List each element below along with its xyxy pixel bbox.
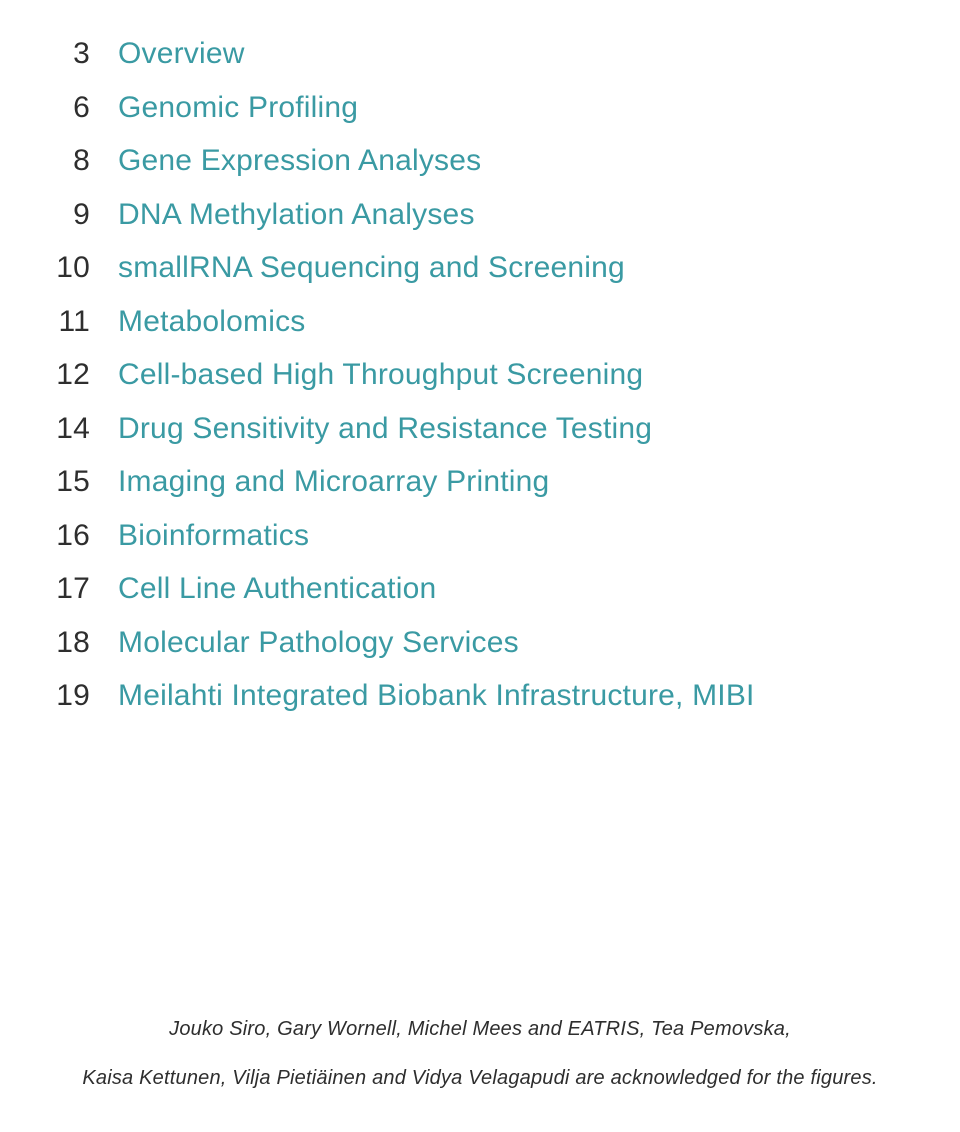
toc-page-number: 12 bbox=[0, 358, 118, 392]
toc-item: 3 Overview bbox=[0, 34, 880, 75]
toc-label: Imaging and Microarray Printing bbox=[118, 462, 549, 503]
toc-page-number: 11 bbox=[0, 305, 118, 339]
table-of-contents: 3 Overview 6 Genomic Profiling 8 Gene Ex… bbox=[0, 34, 880, 717]
toc-label: Meilahti Integrated Biobank Infrastructu… bbox=[118, 676, 755, 717]
toc-page-number: 17 bbox=[0, 572, 118, 606]
toc-page-number: 10 bbox=[0, 251, 118, 285]
toc-label: Overview bbox=[118, 34, 245, 75]
toc-label: Cell Line Authentication bbox=[118, 569, 436, 610]
page-container: 3 Overview 6 Genomic Profiling 8 Gene Ex… bbox=[0, 0, 960, 1132]
toc-label: DNA Methylation Analyses bbox=[118, 195, 475, 236]
toc-item: 14 Drug Sensitivity and Resistance Testi… bbox=[0, 409, 880, 450]
toc-item: 19 Meilahti Integrated Biobank Infrastru… bbox=[0, 676, 880, 717]
toc-label: Bioinformatics bbox=[118, 516, 309, 557]
toc-item: 16 Bioinformatics bbox=[0, 516, 880, 557]
toc-label: Drug Sensitivity and Resistance Testing bbox=[118, 409, 652, 450]
toc-item: 17 Cell Line Authentication bbox=[0, 569, 880, 610]
toc-page-number: 15 bbox=[0, 465, 118, 499]
toc-page-number: 19 bbox=[0, 679, 118, 713]
toc-item: 15 Imaging and Microarray Printing bbox=[0, 462, 880, 503]
toc-page-number: 3 bbox=[0, 37, 118, 71]
toc-label: smallRNA Sequencing and Screening bbox=[118, 248, 625, 289]
toc-page-number: 16 bbox=[0, 519, 118, 553]
toc-label: Metabolomics bbox=[118, 302, 305, 343]
toc-label: Molecular Pathology Services bbox=[118, 623, 519, 664]
toc-item: 18 Molecular Pathology Services bbox=[0, 623, 880, 664]
toc-page-number: 6 bbox=[0, 91, 118, 125]
toc-item: 9 DNA Methylation Analyses bbox=[0, 195, 880, 236]
toc-page-number: 14 bbox=[0, 412, 118, 446]
toc-item: 10 smallRNA Sequencing and Screening bbox=[0, 248, 880, 289]
toc-item: 8 Gene Expression Analyses bbox=[0, 141, 880, 182]
toc-page-number: 18 bbox=[0, 626, 118, 660]
credits-line-2: Kaisa Kettunen, Vilja Pietiäinen and Vid… bbox=[20, 1067, 940, 1090]
credits-block: Jouko Siro, Gary Wornell, Michel Mees an… bbox=[0, 1018, 960, 1090]
credits-line-1: Jouko Siro, Gary Wornell, Michel Mees an… bbox=[20, 1018, 940, 1041]
toc-label: Cell-based High Throughput Screening bbox=[118, 355, 643, 396]
toc-page-number: 8 bbox=[0, 144, 118, 178]
toc-item: 12 Cell-based High Throughput Screening bbox=[0, 355, 880, 396]
toc-page-number: 9 bbox=[0, 198, 118, 232]
toc-label: Gene Expression Analyses bbox=[118, 141, 481, 182]
toc-item: 11 Metabolomics bbox=[0, 302, 880, 343]
toc-label: Genomic Profiling bbox=[118, 88, 358, 129]
toc-item: 6 Genomic Profiling bbox=[0, 88, 880, 129]
